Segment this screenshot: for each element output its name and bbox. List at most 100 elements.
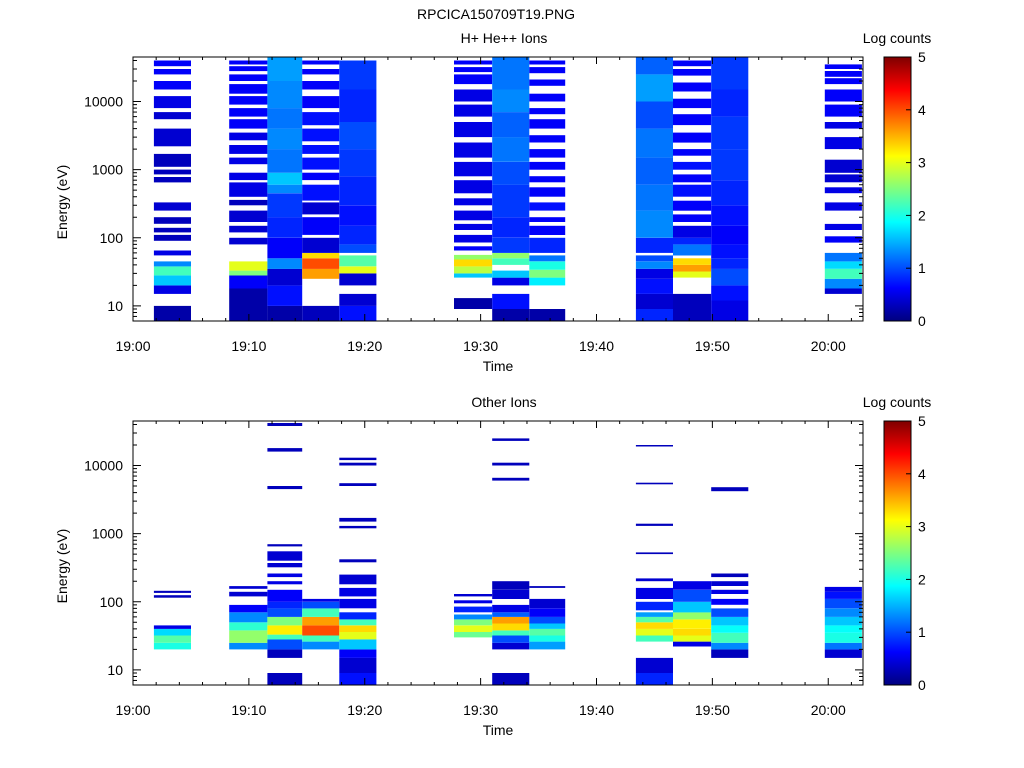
heatmap-cell (302, 268, 340, 279)
heatmap-cell (635, 268, 673, 279)
heatmap-cell (673, 619, 712, 629)
heatmap-cell (267, 108, 303, 129)
heatmap-cell (339, 149, 377, 177)
plot-frame (132, 420, 864, 686)
panel-title: Other Ions (471, 394, 536, 410)
heatmap-cell (339, 483, 377, 486)
heatmap-cell (339, 89, 377, 122)
heatmap-cell (529, 202, 566, 211)
heatmap-cell (492, 161, 530, 185)
heatmap-cell (454, 619, 493, 626)
x-tick-label: 20:00 (811, 338, 846, 354)
heatmap-cell (267, 563, 303, 568)
heatmap-cell (229, 132, 268, 141)
x-tick-label: 19:50 (695, 338, 730, 354)
heatmap-cell (635, 523, 673, 526)
heatmap-cell (529, 269, 566, 278)
colorbar-tick-label: 5 (918, 49, 926, 65)
heatmap-cell (267, 639, 303, 650)
heatmap-cell (153, 595, 191, 598)
heatmap-cell (302, 81, 340, 90)
heatmap-cell (635, 635, 673, 642)
heatmap-cell (229, 145, 268, 154)
heatmap-cell (302, 184, 340, 201)
heatmap-cell (824, 89, 862, 102)
heatmap-cell (673, 60, 712, 67)
heatmap-cell (229, 199, 268, 206)
colorbar-tick-label: 4 (918, 102, 926, 118)
heatmap-cell (454, 142, 493, 158)
spectrogram-panel: H+ He++ Ions 19:00 19:10 19:20 19:30 19:40 19:… (54, 30, 931, 374)
heatmap-cell (824, 202, 862, 211)
heatmap-cell (229, 270, 268, 276)
heatmap-cell (267, 128, 303, 150)
heatmap-cell (302, 641, 340, 650)
heatmap-cell (153, 305, 191, 321)
heatmap-cell (711, 632, 749, 643)
heatmap-cell (302, 237, 340, 253)
heatmap-cell (529, 277, 566, 286)
heatmap-cell (153, 128, 191, 147)
heatmap-cell (153, 227, 191, 233)
heatmap-cell (229, 622, 268, 631)
heatmap-cell (529, 623, 566, 629)
heatmap-cell (529, 60, 566, 65)
heatmap-cell (229, 96, 268, 105)
colorbar (883, 420, 912, 686)
heatmap-cell (339, 60, 377, 90)
heatmap-cell (673, 237, 712, 245)
heatmap-cell (267, 258, 303, 269)
heatmap-cell (824, 236, 862, 243)
heatmap-cells (153, 57, 862, 321)
heatmap-cell (635, 57, 673, 75)
heatmap-cell (492, 673, 530, 685)
heatmap-cell (673, 161, 712, 170)
heatmap-cell (267, 57, 303, 81)
heatmap-cell (529, 309, 566, 321)
heatmap-cell (824, 625, 862, 633)
heatmap-cell (529, 598, 566, 609)
heatmap-cell (529, 149, 566, 158)
heatmap-cell (153, 250, 191, 256)
heatmap-cell (229, 182, 268, 197)
heatmap-cell (454, 254, 493, 260)
heatmap-cell (339, 559, 377, 563)
heatmap-cell (339, 255, 377, 267)
heatmap-cell (267, 448, 303, 452)
heatmap-cell (529, 641, 566, 650)
heatmap-cell (635, 293, 673, 309)
heatmap-cell (302, 608, 340, 617)
heatmap-cell (824, 223, 862, 230)
heatmap-cell (635, 482, 673, 485)
heatmap-cell (339, 598, 377, 609)
x-tick-label: 19:10 (231, 702, 266, 718)
heatmap-cell (153, 266, 191, 276)
heatmap-cell (824, 174, 862, 183)
heatmap-cell (673, 628, 712, 636)
colorbar-label: Log counts (863, 30, 932, 46)
heatmap-cell (529, 135, 566, 143)
heatmap-cell (492, 309, 530, 321)
heatmap-cell (824, 159, 862, 173)
heatmap-cell (339, 639, 377, 650)
heatmap-cell (302, 252, 340, 259)
heatmap-cell (454, 614, 493, 620)
heatmap-cell (454, 594, 493, 597)
x-tick-label: 19:30 (463, 702, 498, 718)
heatmap-cell (824, 104, 862, 117)
heatmap-cell (492, 630, 530, 636)
heatmap-cell (153, 96, 191, 109)
heatmap-cell (339, 273, 377, 286)
heatmap-cell (711, 89, 749, 117)
heatmap-cell (711, 300, 749, 321)
colorbar-tick-label: 3 (918, 155, 926, 171)
heatmap-cell (339, 574, 377, 585)
heatmap-cell (711, 268, 749, 286)
heatmap-cell (824, 78, 862, 85)
heatmap-cell (673, 149, 712, 156)
y-axis-label: Energy (eV) (54, 165, 70, 240)
colorbar (883, 56, 912, 322)
heatmap-cell (824, 288, 862, 294)
heatmap-cell (229, 288, 268, 321)
